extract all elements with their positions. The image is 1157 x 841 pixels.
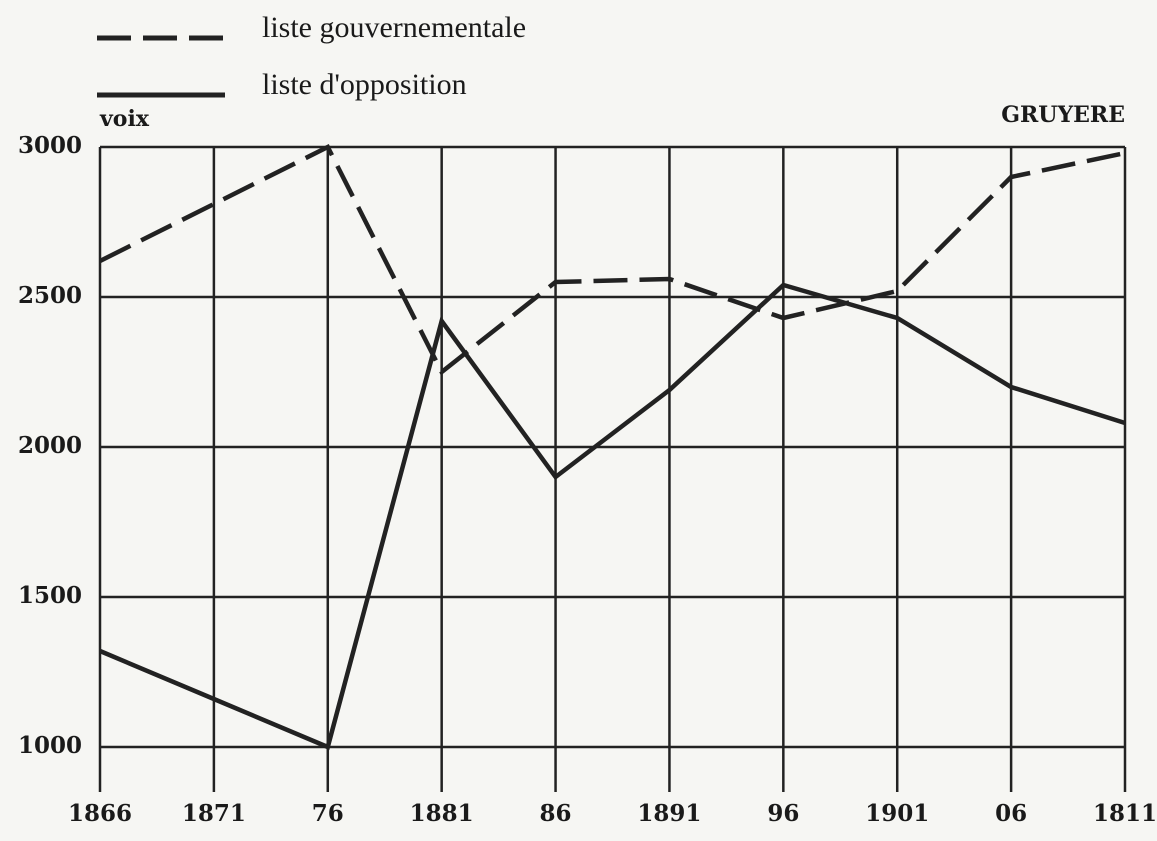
x-tick-label: 1811 [1093, 800, 1157, 827]
y-tick-label: 1500 [18, 582, 82, 609]
x-tick-label: 76 [312, 800, 344, 827]
x-tick-label: 1891 [637, 800, 701, 827]
y-tick-label: 2500 [18, 282, 82, 309]
legend-label: liste gouvernementale [262, 11, 526, 44]
x-tick-label: 86 [540, 800, 572, 827]
y-axis-label: voix [99, 106, 150, 132]
chart-title: GRUYERE [1001, 102, 1125, 128]
x-tick-label: 96 [767, 800, 799, 827]
series-line [99, 282, 1126, 751]
y-tick-label: 3000 [18, 132, 82, 159]
y-tick-label: 1000 [18, 732, 82, 759]
x-tick-label: 1871 [182, 800, 246, 827]
x-tick-label: 1901 [865, 800, 929, 827]
legend-label: liste d'opposition [262, 68, 467, 101]
x-tick-label: 1866 [68, 800, 132, 827]
series-line [98, 143, 1126, 376]
x-tick-label: 06 [995, 800, 1027, 827]
y-tick-label: 2000 [18, 432, 82, 459]
x-tick-label: 1881 [410, 800, 474, 827]
